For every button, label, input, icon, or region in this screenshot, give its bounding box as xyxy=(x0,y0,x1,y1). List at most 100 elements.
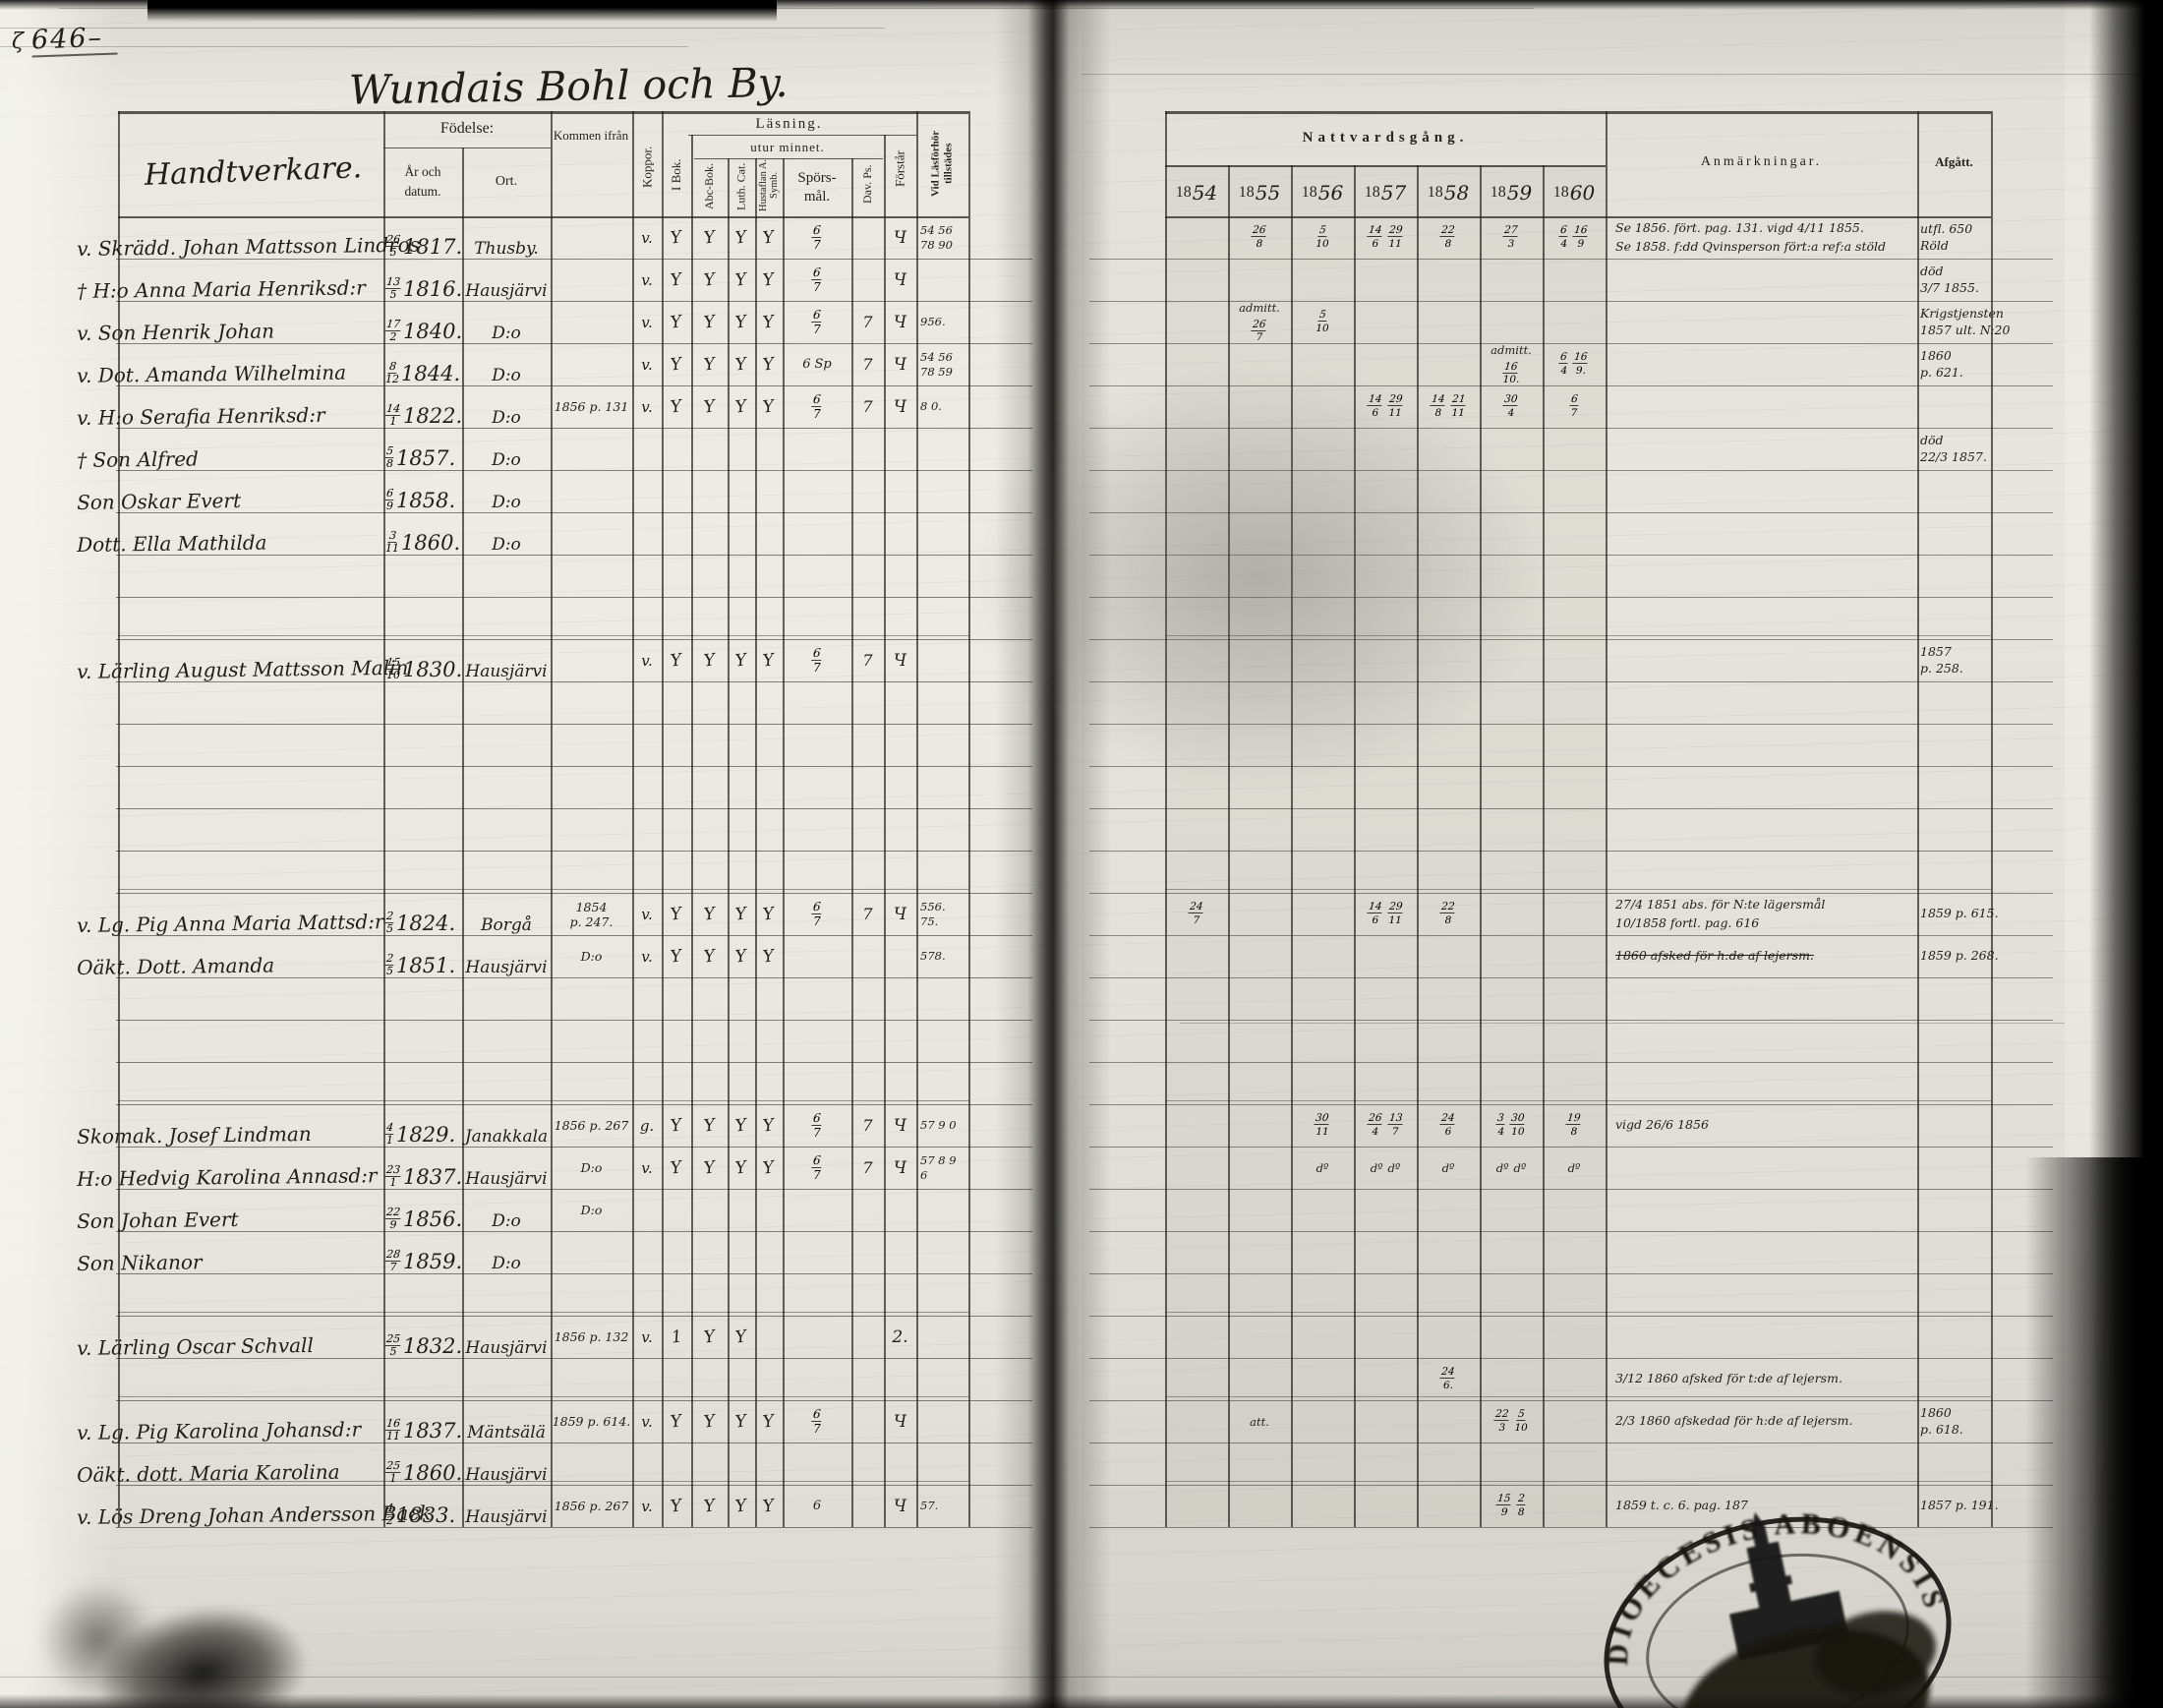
text-line: 1859 p. 615. xyxy=(1920,906,1999,921)
table-row: v. Lärling August Mattsson Malin 15 10 1830… xyxy=(0,639,2163,683)
mark-text: 6 xyxy=(812,1499,822,1513)
reading-mark-in-book-text: Y xyxy=(670,311,683,333)
reading-mark-in-book: Y xyxy=(662,385,691,428)
birth-place: Janakkala xyxy=(464,1104,549,1151)
reading-mark-abc: Y xyxy=(691,1400,728,1443)
departed-note: död 3/7 1855. xyxy=(1920,259,1989,301)
reading-mark-in-book-text: Y xyxy=(670,395,683,418)
person-name: v. Son Henrik Johan xyxy=(77,299,390,348)
communion-grid-shading xyxy=(1165,165,1606,1527)
date-fraction: 16 9 xyxy=(1572,224,1590,250)
reading-mark-abc-text: Y xyxy=(702,353,717,376)
text-line: p. 618. xyxy=(1920,1421,1963,1437)
grid-line-horizontal xyxy=(1165,216,1991,218)
ink-blob-bottom-left-2 xyxy=(39,1580,157,1698)
person-name: Skomak. Josef Lindman xyxy=(77,1102,390,1151)
text-line: 1856 p. 267 xyxy=(554,1118,629,1133)
smallpox-mark-text: v. xyxy=(641,905,653,923)
birth-date: 14 1 1822. xyxy=(384,385,462,432)
reading-mark-symb: Y xyxy=(755,893,783,935)
date-fraction: 17 2 xyxy=(384,317,402,344)
grid-line-horizontal xyxy=(116,428,1032,430)
smallpox-mark: v. xyxy=(632,301,662,343)
date-fraction: 22 8 xyxy=(1439,224,1457,250)
psalms-mark: 7 xyxy=(851,301,884,343)
reading-mark-abc-text: Y xyxy=(702,1410,717,1433)
reading-mark-abc: Y xyxy=(691,1485,728,1527)
arrival-reference: 1856 p. 267 xyxy=(551,1485,632,1527)
reading-mark-abc-text: Y xyxy=(702,1156,717,1179)
birth-place: Hausjärvi xyxy=(464,1316,549,1363)
grid-line-horizontal xyxy=(1089,555,2053,557)
photo-scratch xyxy=(0,46,688,47)
grid-line-horizontal xyxy=(1089,1485,2053,1487)
date-fraction: 13 7 xyxy=(1386,1112,1404,1138)
grid-line-vertical xyxy=(783,158,785,1527)
arrival-reference: 1854 p. 247. xyxy=(551,893,632,935)
reading-mark-in-book: Y xyxy=(662,639,691,681)
text-line: Krigstjensten xyxy=(1920,306,2004,322)
psalms-mark-text: 7 xyxy=(862,651,873,670)
arrival-reference: D:o xyxy=(551,1147,632,1189)
exam-attendance: 54 56 78 90 xyxy=(918,216,969,259)
date-fraction: 22 3 xyxy=(1493,1408,1511,1434)
year-handwritten-part: 60 xyxy=(1569,181,1596,205)
reading-mark-symb: Y xyxy=(755,343,783,385)
date-fraction: 22 8 xyxy=(1439,901,1457,926)
grid-line-horizontal xyxy=(1089,893,2053,895)
understands-mark: Ч xyxy=(884,1147,916,1189)
birth-year: 1859. xyxy=(403,1250,463,1273)
reading-mark-in-book: Y xyxy=(662,216,691,259)
reading-mark-symb-text: Y xyxy=(762,649,776,672)
birth-place: Hausjärvi xyxy=(464,1485,549,1532)
grid-line-horizontal xyxy=(116,343,1032,345)
smallpox-mark-text: v. xyxy=(641,1497,653,1515)
text-line: 78 59 xyxy=(920,364,953,379)
person-name-text: Skomak. Josef Lindman xyxy=(76,1122,312,1148)
text-line: p. 258. xyxy=(1920,660,1963,676)
grid-line-horizontal xyxy=(116,851,1032,853)
birth-date: 2 5 1851. xyxy=(384,935,462,981)
reading-mark-abc: Y xyxy=(691,639,728,681)
birth-date: 22 9 1856. xyxy=(384,1189,462,1235)
grid-line-horizontal xyxy=(116,1104,1032,1106)
reading-mark-abc-text: Y xyxy=(702,395,717,418)
reading-mark-in-book-text: Y xyxy=(670,1114,683,1137)
reading-mark-luth-cat: Y xyxy=(728,639,755,681)
communion-mark: 30 11 xyxy=(1291,1104,1354,1147)
reading-mark-symb: Y xyxy=(755,639,783,681)
reading-mark-in-book: Y xyxy=(662,935,691,977)
birth-date: 26 5 1817. xyxy=(384,216,462,263)
reading-mark-in-book-text: Y xyxy=(670,1410,683,1433)
smallpox-mark-text: v. xyxy=(641,313,653,331)
exam-attendance: 8 0. xyxy=(918,385,969,428)
communion-mark: 24 6 xyxy=(1417,1104,1480,1147)
mark-text: dº xyxy=(1567,1160,1581,1175)
birth-year: 1830. xyxy=(403,658,463,681)
birth-place: Mäntsälä xyxy=(464,1400,549,1447)
smallpox-mark: v. xyxy=(632,1147,662,1189)
grid-line-vertical xyxy=(1165,111,1167,1527)
birth-place-text: D:o xyxy=(492,493,521,512)
grid-line-horizontal xyxy=(118,635,968,637)
date-fraction: 8 12 xyxy=(385,359,399,386)
remarks: 2/3 1860 afskedad för h:de af lejersm. xyxy=(1615,1400,1946,1443)
communion-mark: 24 6. xyxy=(1417,1358,1480,1400)
birth-place: Hausjärvi xyxy=(464,1147,549,1194)
year-printed-part: 18 xyxy=(1364,184,1380,201)
reading-mark-symb-text: Y xyxy=(762,311,776,333)
understands-mark: Ч xyxy=(884,259,916,301)
grid-line-horizontal xyxy=(1089,1400,2053,1402)
reading-mark-in-book-text: Y xyxy=(670,268,683,291)
remark-line: 1859 t. c. 6. pag. 187 xyxy=(1615,1498,1748,1513)
person-name-text: Oäkt. Dott. Amanda xyxy=(76,953,275,979)
text-line: 22/3 1857. xyxy=(1920,448,1987,464)
grid-line-horizontal xyxy=(1089,1104,2053,1106)
departed-note: död 22/3 1857. xyxy=(1920,428,1989,470)
grid-line-horizontal xyxy=(1089,428,2053,430)
smallpox-mark: v. xyxy=(632,1485,662,1527)
birth-year: 1844. xyxy=(401,362,461,385)
